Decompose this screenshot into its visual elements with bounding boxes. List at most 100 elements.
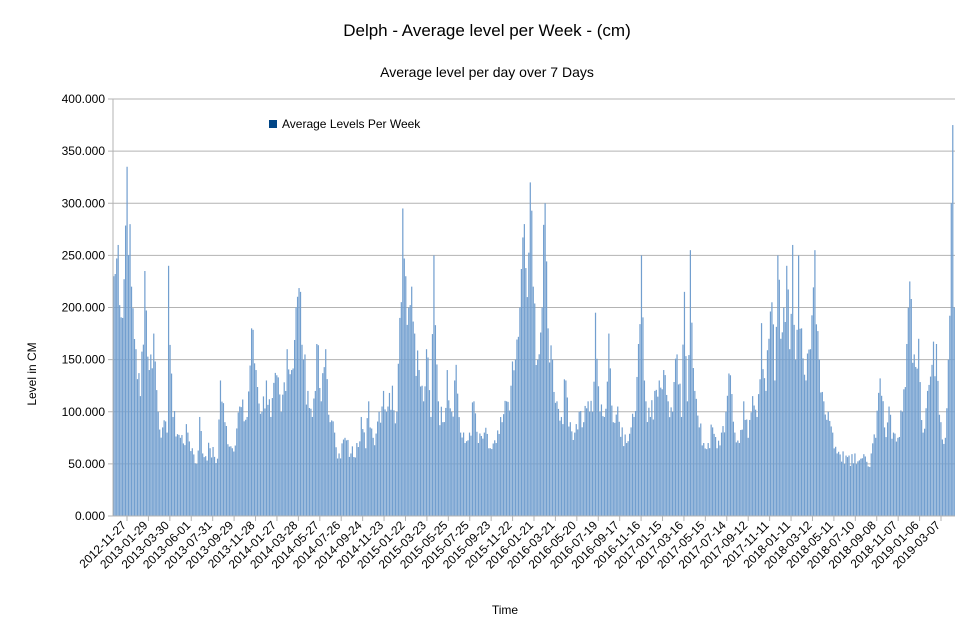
bar xyxy=(299,291,302,516)
bar xyxy=(852,463,855,516)
bar xyxy=(548,362,551,516)
bar xyxy=(348,456,351,516)
bar xyxy=(172,416,174,516)
bar xyxy=(657,396,659,516)
bar xyxy=(858,460,860,516)
bar xyxy=(492,443,494,516)
bar xyxy=(800,328,803,516)
bar xyxy=(836,453,838,516)
bar xyxy=(462,432,465,516)
bar xyxy=(124,225,127,516)
bar xyxy=(701,445,703,516)
y-tick-label: 250.000 xyxy=(62,248,106,262)
bar xyxy=(479,433,481,516)
bar xyxy=(544,203,546,516)
bar xyxy=(190,451,192,516)
bar xyxy=(878,392,880,516)
y-tick-label: 150.000 xyxy=(62,353,106,367)
bar xyxy=(350,453,352,516)
bar xyxy=(119,305,121,516)
bar xyxy=(944,437,946,516)
bar xyxy=(359,441,361,516)
bar xyxy=(674,358,677,516)
bar xyxy=(594,312,597,516)
bar xyxy=(857,461,859,516)
bar xyxy=(439,425,441,516)
bar xyxy=(356,443,358,516)
bar xyxy=(314,390,316,516)
bar xyxy=(617,406,619,516)
bar xyxy=(571,431,573,516)
bar xyxy=(345,440,348,516)
bar xyxy=(725,411,727,516)
bar xyxy=(574,432,576,516)
bar xyxy=(642,317,644,516)
bar xyxy=(898,436,901,516)
bar xyxy=(864,456,866,516)
bar xyxy=(221,401,223,516)
bar xyxy=(255,370,257,516)
bar xyxy=(454,380,456,516)
bar xyxy=(202,453,204,516)
bar xyxy=(943,443,945,516)
bar xyxy=(743,401,745,516)
bar xyxy=(941,439,944,516)
bar xyxy=(835,446,837,516)
bar xyxy=(265,380,268,516)
bar xyxy=(912,362,914,516)
bar xyxy=(418,370,420,516)
x-tick-labels: 2012-11-272013-01-292013-03-302013-06-01… xyxy=(76,516,943,572)
bar xyxy=(557,408,560,516)
bar xyxy=(471,402,474,516)
bar xyxy=(947,359,949,516)
bar xyxy=(322,373,324,516)
bar xyxy=(510,385,512,516)
bar xyxy=(901,411,903,516)
bar xyxy=(577,429,579,516)
chart-title: Delph - Average level per Week - (cm) xyxy=(343,21,631,40)
bar xyxy=(122,317,124,516)
bar xyxy=(387,406,389,516)
bar xyxy=(885,437,887,516)
bar xyxy=(335,447,337,516)
bar xyxy=(316,343,318,516)
bar xyxy=(362,429,364,516)
bar xyxy=(889,414,892,516)
bar xyxy=(460,432,462,516)
bar xyxy=(428,390,431,516)
bar xyxy=(726,395,729,516)
bar xyxy=(289,374,291,516)
bar xyxy=(953,307,955,516)
bar xyxy=(645,401,647,516)
bar xyxy=(630,427,632,516)
bar xyxy=(823,401,825,516)
bar xyxy=(427,357,429,516)
bar xyxy=(338,453,340,516)
bar xyxy=(467,440,469,516)
bar xyxy=(274,372,276,516)
bar xyxy=(139,396,142,516)
bar xyxy=(532,286,534,516)
bar xyxy=(434,325,437,516)
bar xyxy=(240,407,242,516)
bar xyxy=(193,454,195,516)
bar xyxy=(476,431,478,516)
bar xyxy=(133,338,136,516)
bar xyxy=(113,276,115,516)
bar xyxy=(716,448,718,516)
bar xyxy=(249,365,251,516)
bar xyxy=(621,427,623,516)
bar xyxy=(219,380,222,516)
bar xyxy=(581,427,583,516)
bar xyxy=(728,373,730,516)
bar xyxy=(503,414,505,516)
bar xyxy=(446,370,448,516)
bar xyxy=(599,411,601,516)
bar xyxy=(308,407,311,516)
bar xyxy=(545,261,548,516)
bar xyxy=(615,414,617,516)
bar xyxy=(191,448,193,516)
bar xyxy=(596,358,598,516)
bar xyxy=(689,250,692,516)
bar xyxy=(783,307,785,516)
